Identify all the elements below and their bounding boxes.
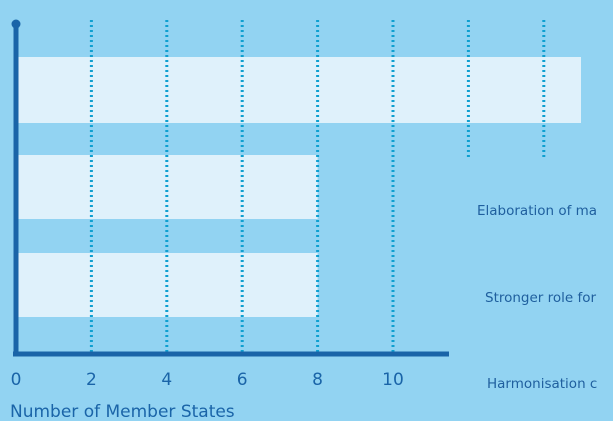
x-tick-label: 0 (11, 370, 22, 390)
bar-1 (16, 155, 318, 219)
x-tick-label: 2 (86, 370, 97, 390)
bars-layer (16, 57, 581, 317)
bar-0 (16, 57, 581, 123)
x-tick-label: 6 (237, 370, 248, 390)
category-label: Stronger role for (485, 290, 597, 306)
category-label: Harmonisation c (487, 376, 597, 392)
category-label: Elaboration of ma (477, 203, 597, 219)
x-tick-label: 8 (312, 370, 323, 390)
x-axis-title: Number of Member States (10, 402, 235, 421)
tick-labels: 0 2 4 6 8 10 (11, 370, 404, 390)
x-tick-label: 10 (382, 370, 404, 390)
y-axis-endpoint (12, 20, 21, 29)
category-labels: Elaboration of ma Stronger role for Harmon… (477, 203, 597, 392)
x-tick-label: 4 (161, 370, 172, 390)
